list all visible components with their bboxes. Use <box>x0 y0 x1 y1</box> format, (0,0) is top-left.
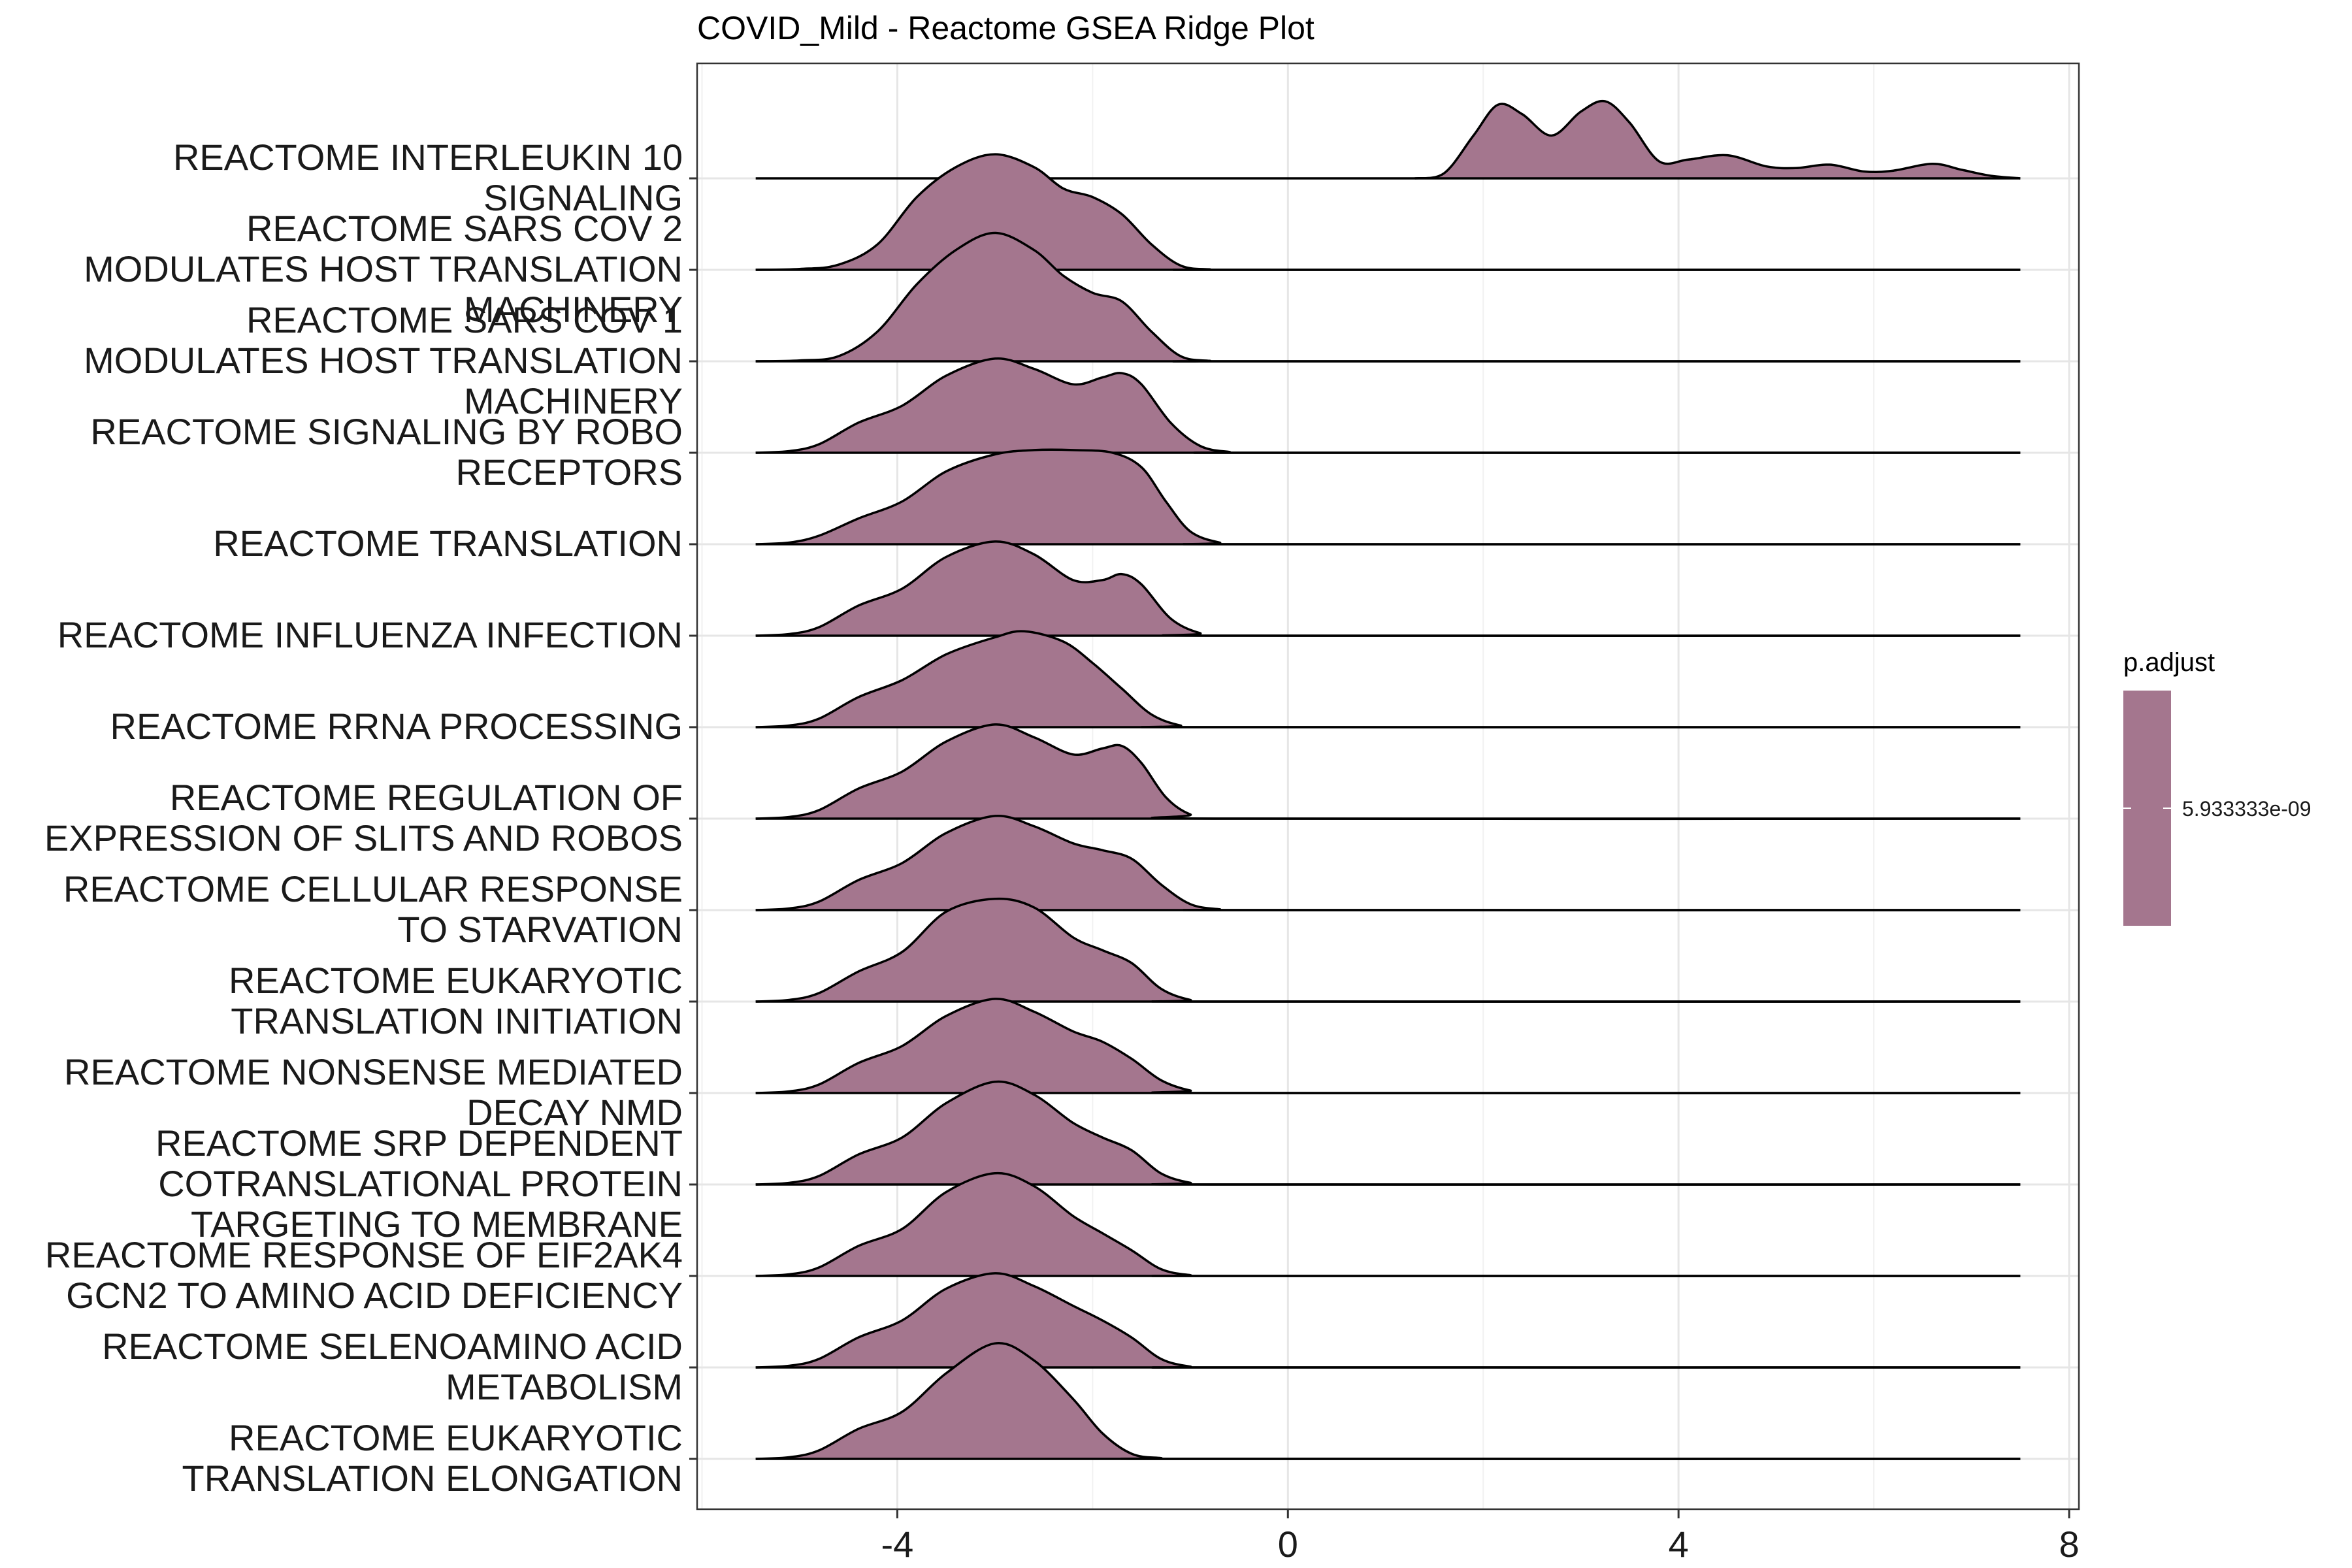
ridges-layer <box>755 99 2021 1460</box>
ridge-fill <box>755 154 2021 270</box>
x-tick-label: 4 <box>1669 1524 1689 1565</box>
y-tick-label: REACTOME SRP DEPENDENT COTRANSLATIONAL PR… <box>155 1122 683 1245</box>
y-tick-label-line: REACTOME SRP DEPENDENT <box>155 1122 683 1164</box>
legend-title: p.adjust <box>2123 648 2215 677</box>
y-tick-label-line: REACTOME SELENOAMINO ACID <box>102 1326 683 1367</box>
y-tick-label: REACTOME SELENOAMINO ACID METABOLISM <box>102 1326 683 1407</box>
x-tick-label: 0 <box>1278 1524 1298 1565</box>
chart-title: COVID_Mild - Reactome GSEA Ridge Plot <box>697 10 1315 46</box>
y-tick-label: REACTOME EUKARYOTIC TRANSLATION ELONGATIO… <box>182 1417 683 1499</box>
y-axis-labels: REACTOME INTERLEUKIN 10 SIGNALINGREACTOME… <box>44 137 697 1499</box>
ridge-fill <box>1414 101 2021 178</box>
y-tick-label: REACTOME EUKARYOTIC TRANSLATION INITIATIO… <box>229 960 683 1041</box>
ridge-fill <box>755 1273 2021 1368</box>
y-tick-label: REACTOME TRANSLATION <box>213 523 683 564</box>
y-tick-label-line: REACTOME INFLUENZA INFECTION <box>57 614 683 655</box>
y-tick-label-line: REACTOME RRNA PROCESSING <box>110 706 683 747</box>
ridge-fill <box>755 1343 2021 1460</box>
x-tick-label: -4 <box>881 1524 914 1565</box>
y-tick-label-line: TARGETING TO MEMBRANE <box>191 1203 683 1245</box>
y-tick-label: REACTOME RESPONSE OF EIF2AK4 GCN2 TO AMIN… <box>45 1234 683 1316</box>
y-tick-label-line: REACTOME CELLULAR RESPONSE <box>63 868 683 909</box>
x-tick-label: 8 <box>2059 1524 2079 1565</box>
ridge-fill <box>755 815 2021 911</box>
legend-color-bar <box>2123 691 2171 926</box>
x-axis: -4 0 4 8 <box>881 1509 2080 1565</box>
y-tick-label-line: MODULATES HOST TRANSLATION <box>84 248 683 289</box>
y-tick-label-line: TRANSLATION INITIATION <box>231 1000 683 1041</box>
ridge-fill <box>755 449 2021 545</box>
y-tick-label-line: METABOLISM <box>446 1366 683 1407</box>
ridge-fill <box>755 724 2021 819</box>
ridge-fill <box>755 631 2021 728</box>
panel-border <box>696 62 2080 1511</box>
y-tick-label: REACTOME CELLULAR RESPONSE TO STARVATION <box>63 868 683 950</box>
y-tick-label-line: REACTOME SARS COV 2 <box>246 208 683 249</box>
y-tick-label-line: MACHINERY <box>464 289 683 330</box>
ridge-fill <box>755 1081 2021 1185</box>
y-tick-label-line: SIGNALING <box>483 177 683 218</box>
y-tick-label: REACTOME SARS COV 2 MODULATES HOST TRANSL… <box>84 208 683 330</box>
y-tick-label-line: REACTOME NONSENSE MEDIATED <box>64 1051 683 1092</box>
y-tick-label-line: REACTOME REGULATION OF <box>170 777 683 818</box>
ridge-fill <box>755 898 2021 1002</box>
y-tick-label-line: TO STARVATION <box>397 909 683 950</box>
y-tick-label-line: TRANSLATION ELONGATION <box>182 1458 683 1499</box>
ridge-fill <box>755 998 2021 1094</box>
y-tick-label-line: MODULATES HOST TRANSLATION <box>84 340 683 381</box>
ridge-fill <box>755 233 2021 362</box>
y-tick-label: REACTOME SARS COV 1 MODULATES HOST TRANSL… <box>84 299 683 421</box>
y-tick-label-line: REACTOME SIGNALING BY ROBO <box>90 411 683 452</box>
y-tick-label-line: MACHINERY <box>464 380 683 421</box>
y-tick-label-line: COTRANSLATIONAL PROTEIN <box>158 1163 683 1204</box>
y-tick-label: REACTOME INTERLEUKIN 10 SIGNALING <box>173 137 683 218</box>
y-tick-label-line: DECAY NMD <box>466 1092 683 1133</box>
y-tick-label-line: REACTOME EUKARYOTIC <box>229 960 683 1001</box>
y-tick-label: REACTOME RRNA PROCESSING <box>110 706 683 747</box>
y-tick-label: REACTOME INFLUENZA INFECTION <box>57 614 683 655</box>
y-tick-label-line: REACTOME EUKARYOTIC <box>229 1417 683 1458</box>
y-tick-label: REACTOME SIGNALING BY ROBO RECEPTORS <box>90 411 683 493</box>
ridge-fill <box>755 1173 2021 1277</box>
y-tick-label-line: REACTOME RESPONSE OF EIF2AK4 <box>45 1234 683 1275</box>
y-tick-label-line: EXPRESSION OF SLITS AND ROBOS <box>44 817 683 858</box>
ridge-outline <box>1414 99 2021 180</box>
y-tick-label-line: REACTOME SARS COV 1 <box>246 299 683 340</box>
y-tick-label-line: RECEPTORS <box>456 451 683 493</box>
ridge-fill <box>755 358 2021 453</box>
y-tick-label-line: REACTOME TRANSLATION <box>213 523 683 564</box>
y-tick-label-line: GCN2 TO AMINO ACID DEFICIENCY <box>66 1275 683 1316</box>
y-tick-label-line: REACTOME INTERLEUKIN 10 <box>173 137 683 178</box>
y-tick-label: REACTOME REGULATION OF EXPRESSION OF SLIT… <box>44 777 683 858</box>
ridge-fill <box>755 541 2021 636</box>
legend-label: 5.933333e-09 <box>2182 797 2311 821</box>
y-tick-label: REACTOME NONSENSE MEDIATED DECAY NMD <box>64 1051 683 1133</box>
legend: p.adjust 5.933333e-09 <box>2123 648 2311 926</box>
